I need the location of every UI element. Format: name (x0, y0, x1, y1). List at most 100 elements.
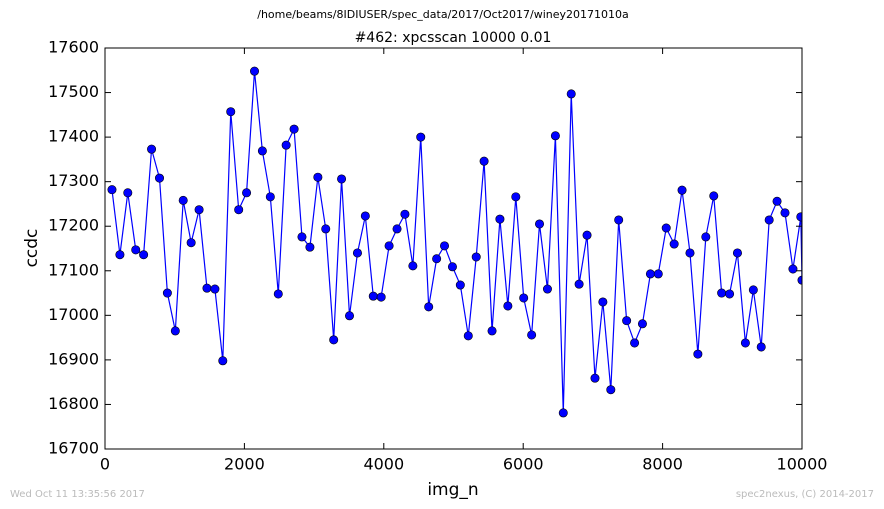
x-tick-label: 4000 (363, 455, 404, 474)
x-tick-label: 10000 (777, 455, 828, 474)
data-point (281, 140, 291, 150)
y-tick-label: 16900 (48, 349, 99, 368)
data-point (732, 248, 742, 258)
data-point (170, 326, 180, 336)
data-point (701, 232, 711, 242)
data-point (796, 212, 802, 222)
y-tick-label: 17000 (48, 305, 99, 324)
data-point (194, 205, 204, 215)
data-point (242, 188, 252, 198)
data-point (345, 311, 355, 321)
y-tick-label: 17400 (48, 127, 99, 146)
data-point (265, 192, 275, 202)
y-axis-label: ccdc (22, 229, 42, 268)
x-axis-label: img_n (427, 480, 478, 500)
data-point (725, 289, 735, 299)
data-point (313, 172, 323, 182)
x-tick-label: 2000 (224, 455, 265, 474)
chart-title: #462: xpcsscan 10000 0.01 (355, 30, 552, 46)
y-tick-label: 16800 (48, 394, 99, 413)
data-point (337, 174, 347, 184)
y-tick-label: 16700 (48, 439, 99, 458)
data-point (447, 262, 457, 272)
data-point (550, 131, 560, 141)
data-point (590, 373, 600, 383)
data-point (645, 269, 655, 279)
data-point (147, 144, 157, 154)
data-point (487, 326, 497, 336)
data-point (368, 291, 378, 301)
data-point (764, 215, 774, 225)
data-point (503, 301, 513, 311)
data-point (685, 248, 695, 258)
data-point (653, 269, 663, 279)
data-point (408, 261, 418, 271)
data-point (400, 209, 410, 219)
data-point (637, 319, 647, 329)
data-point (772, 196, 782, 206)
data-point (162, 288, 172, 298)
data-point (606, 385, 616, 395)
data-point (740, 338, 750, 348)
data-point (709, 191, 719, 201)
data-point (471, 252, 481, 262)
data-point (178, 195, 188, 205)
data-point (392, 224, 402, 234)
data-point (273, 289, 283, 299)
data-point (210, 284, 220, 294)
data-point (321, 224, 331, 234)
data-point (218, 356, 228, 366)
data-point (257, 146, 267, 156)
data-point (542, 284, 552, 294)
data-point (360, 211, 370, 221)
y-tick-label: 17300 (48, 171, 99, 190)
x-tick-label: 0 (100, 455, 110, 474)
data-point (535, 219, 545, 229)
data-point (234, 205, 244, 215)
data-point (250, 66, 260, 76)
data-point (131, 245, 141, 255)
data-point (297, 232, 307, 242)
data-point (463, 331, 473, 341)
data-point (329, 335, 339, 345)
y-tick-label: 17200 (48, 216, 99, 235)
data-point (139, 250, 149, 260)
chart-header: /home/beams/8IDIUSER/spec_data/2017/Oct2… (257, 8, 629, 21)
data-point (495, 214, 505, 224)
data-point (440, 241, 450, 251)
data-point (748, 285, 758, 295)
data-point (305, 242, 315, 252)
data-point (455, 280, 465, 290)
footer-credit: spec2nexus, (C) 2014-2017 (736, 489, 874, 500)
data-point (479, 156, 489, 166)
data-point (566, 89, 576, 99)
data-point (788, 264, 798, 274)
data-point (677, 185, 687, 195)
data-point (123, 188, 133, 198)
data-point (352, 248, 362, 258)
data-point (186, 238, 196, 248)
plot-area (107, 66, 802, 418)
data-point (756, 342, 766, 352)
data-point (527, 330, 537, 340)
data-point (384, 241, 394, 251)
data-point (630, 338, 640, 348)
data-point (622, 316, 632, 326)
data-point (661, 223, 671, 233)
data-point (226, 107, 236, 117)
data-point (693, 349, 703, 359)
data-point (574, 279, 584, 289)
data-point (107, 185, 117, 195)
data-point (669, 239, 679, 249)
data-point (558, 408, 568, 418)
data-point (115, 250, 125, 260)
y-tick-label: 17100 (48, 260, 99, 279)
data-point (780, 208, 790, 218)
data-point (432, 254, 442, 264)
data-point (598, 297, 608, 307)
data-line (111, 71, 802, 413)
data-point (519, 293, 529, 303)
data-point (582, 230, 592, 240)
